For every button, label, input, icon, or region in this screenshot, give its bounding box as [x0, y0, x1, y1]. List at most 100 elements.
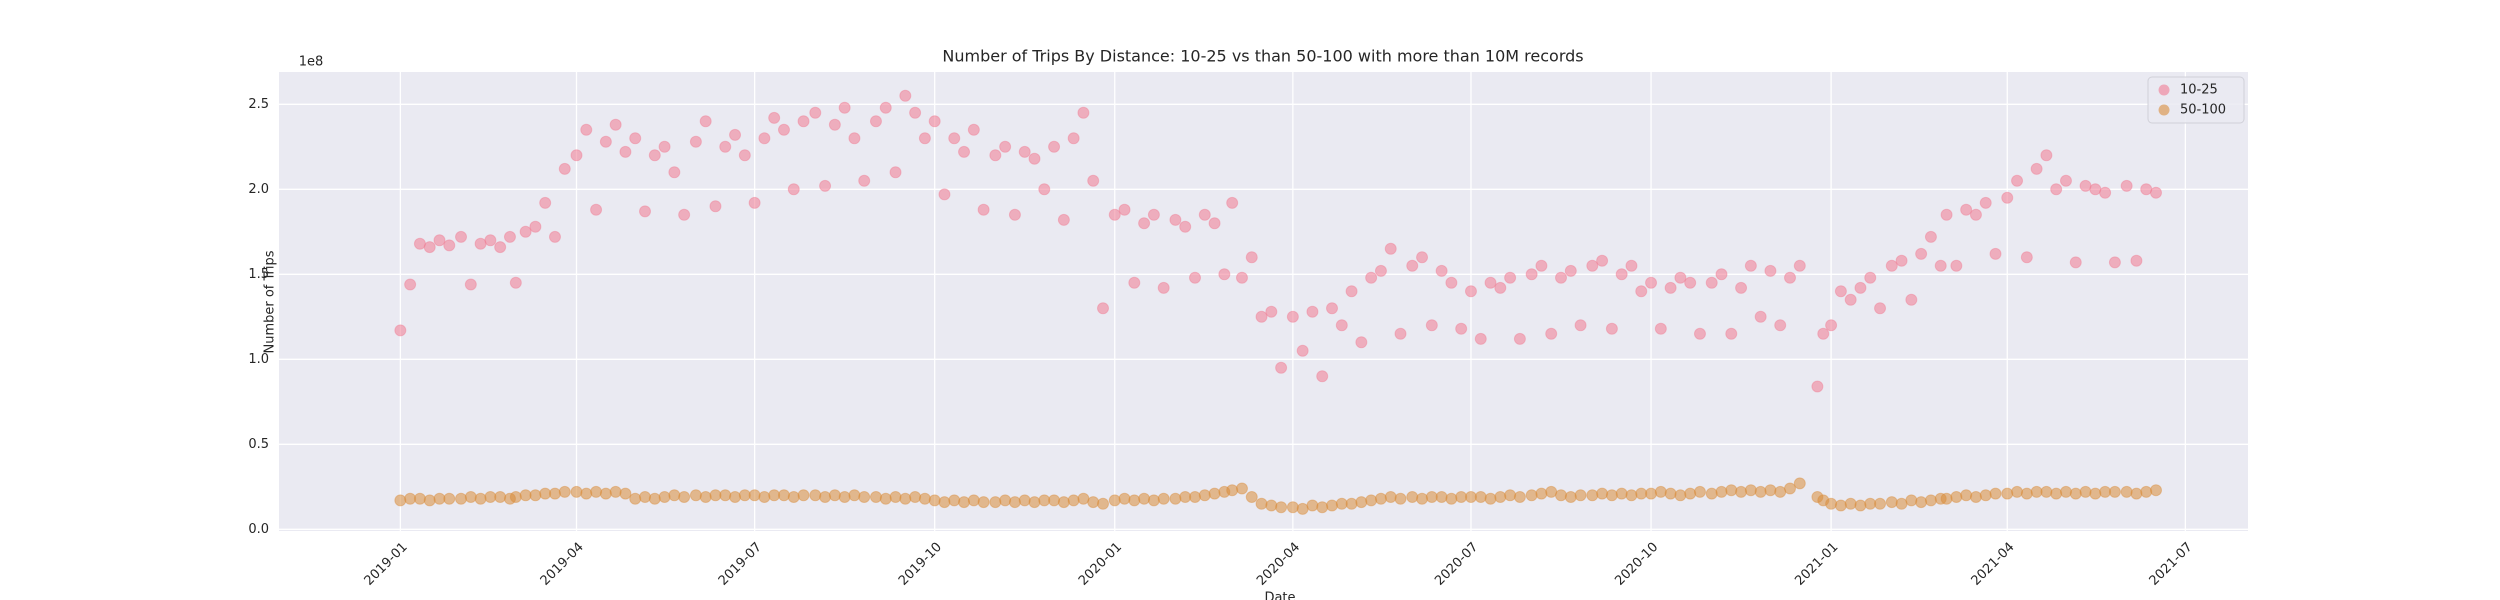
point — [1138, 217, 1151, 230]
point — [548, 487, 561, 500]
point — [2050, 487, 2063, 500]
point — [1188, 491, 1201, 503]
point — [809, 489, 822, 502]
point — [413, 492, 426, 505]
point — [1484, 276, 1497, 289]
point — [2120, 485, 2133, 498]
point — [1118, 203, 1131, 216]
point — [1774, 319, 1787, 332]
point — [1494, 281, 1507, 294]
point — [1764, 484, 1777, 497]
point — [443, 239, 456, 252]
point — [768, 111, 781, 124]
point — [599, 135, 612, 148]
point — [1504, 489, 1517, 502]
point — [1335, 319, 1348, 332]
point — [1744, 259, 1757, 272]
point — [1854, 499, 1867, 512]
legend-marker — [2158, 104, 2170, 116]
point — [2040, 149, 2053, 162]
point — [797, 115, 810, 128]
point — [1693, 485, 1706, 498]
point — [1057, 213, 1070, 226]
x-tick-label: 2019-04 — [538, 540, 587, 589]
point — [1355, 336, 1368, 349]
point — [1406, 491, 1419, 503]
point — [1008, 208, 1021, 221]
point — [394, 324, 407, 337]
point — [729, 491, 742, 503]
point — [869, 115, 882, 128]
point — [977, 496, 990, 509]
point — [1028, 152, 1041, 165]
point — [1635, 285, 1648, 298]
point — [678, 491, 691, 503]
point — [899, 492, 912, 505]
point — [1087, 174, 1100, 187]
point — [2099, 186, 2112, 199]
point — [1950, 491, 1963, 503]
point — [1555, 489, 1568, 502]
point — [1535, 259, 1548, 272]
point — [1179, 220, 1192, 233]
point — [2001, 191, 2014, 204]
point — [1844, 293, 1857, 306]
point — [1674, 271, 1687, 284]
point — [539, 196, 552, 209]
point — [848, 489, 861, 502]
point — [758, 491, 771, 503]
point — [719, 489, 732, 502]
x-tick-label: 2020-10 — [1612, 540, 1661, 589]
point — [668, 489, 681, 502]
point — [1664, 281, 1677, 294]
point — [828, 118, 841, 131]
point — [1969, 491, 1982, 503]
point — [1275, 501, 1288, 514]
point — [838, 101, 851, 114]
point — [1513, 491, 1526, 503]
point — [2140, 485, 2153, 498]
point — [989, 149, 1002, 162]
point — [699, 491, 712, 503]
point — [1586, 259, 1599, 272]
point — [938, 188, 951, 201]
point — [899, 89, 912, 102]
point — [1574, 489, 1587, 502]
point — [2079, 485, 2092, 498]
point — [1077, 106, 1090, 119]
point — [1345, 285, 1358, 298]
point — [1811, 380, 1824, 393]
point — [1960, 489, 1973, 502]
point — [1940, 208, 1953, 221]
point — [648, 492, 661, 505]
legend-label: 10-25 — [2180, 83, 2218, 98]
point — [1940, 492, 1953, 505]
point — [719, 140, 732, 153]
point — [619, 487, 632, 500]
point — [1915, 247, 1928, 260]
point — [1705, 487, 1718, 500]
y-tick-label: 0.0 — [248, 522, 269, 537]
point — [1374, 264, 1387, 277]
point — [1715, 485, 1728, 498]
point — [777, 489, 790, 502]
point — [1255, 497, 1268, 510]
point — [678, 208, 691, 221]
point — [1435, 264, 1448, 277]
point — [1513, 332, 1526, 345]
point — [1048, 494, 1061, 507]
point — [1596, 254, 1609, 267]
point — [1316, 370, 1329, 383]
x-tick-label: 2019-10 — [896, 540, 945, 589]
point — [828, 489, 841, 502]
point — [1684, 487, 1697, 500]
point — [1934, 259, 1947, 272]
point — [2150, 484, 2163, 497]
point — [869, 491, 882, 503]
point — [1950, 259, 1963, 272]
point — [1664, 487, 1677, 500]
point — [1924, 230, 1937, 243]
point — [1854, 281, 1867, 294]
point — [2020, 251, 2033, 264]
